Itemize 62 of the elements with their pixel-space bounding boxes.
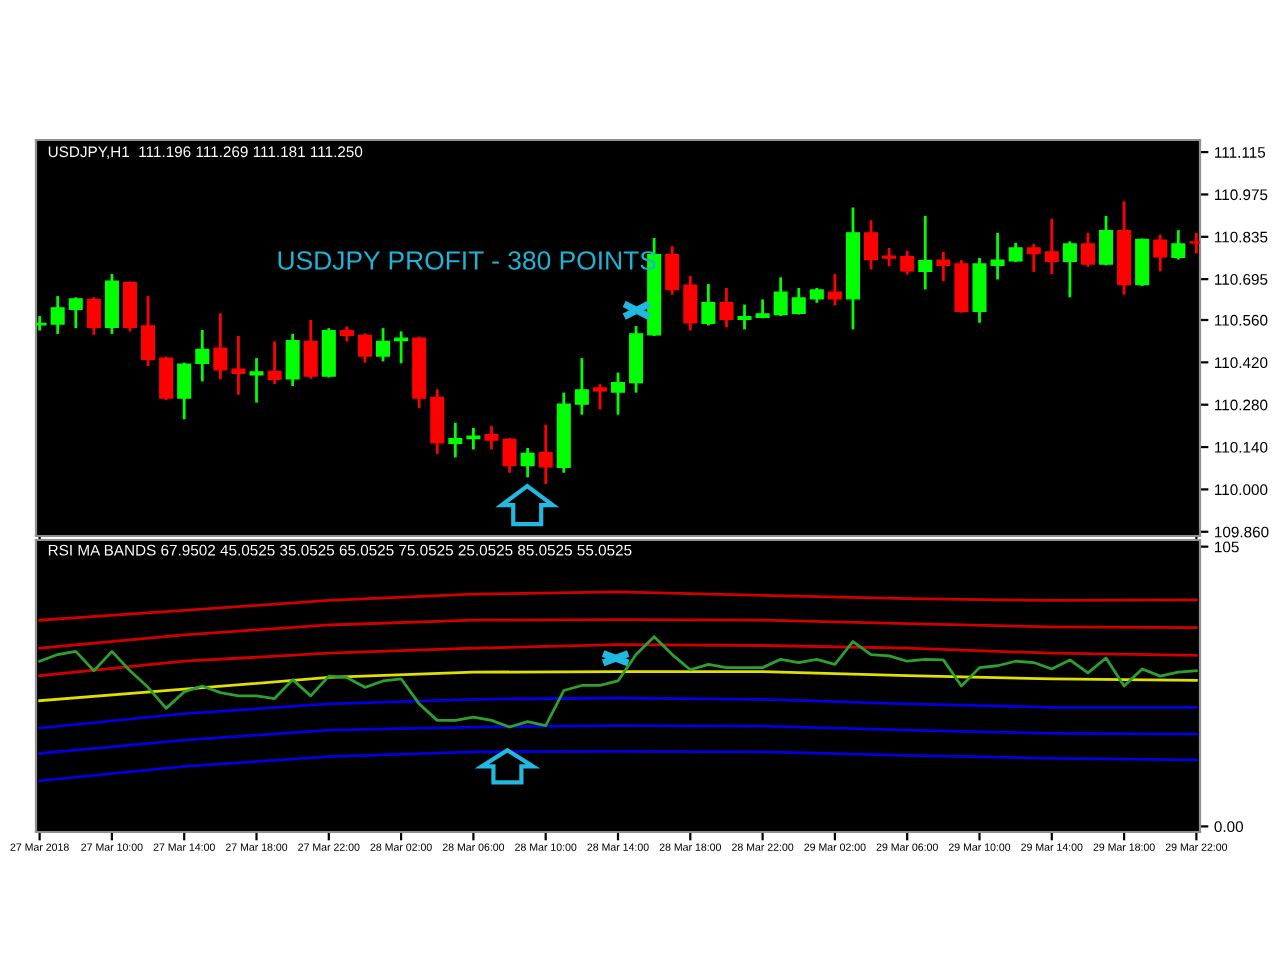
candlestick (1080, 231, 1095, 269)
candlestick (936, 250, 951, 283)
candlestick (610, 371, 626, 417)
line-series (38, 724, 1198, 755)
candlestick (466, 426, 481, 451)
candlestick (683, 274, 698, 332)
candlestick (990, 231, 1005, 281)
candlestick (1135, 237, 1150, 288)
candlestick (827, 272, 842, 307)
candlestick (231, 334, 246, 397)
candlestick (1062, 239, 1077, 299)
line-series (38, 643, 1198, 677)
line-series (38, 749, 1198, 783)
candlestick (267, 340, 282, 386)
candlestick (791, 286, 806, 316)
candlestick (1008, 241, 1023, 264)
candlestick (484, 424, 499, 451)
candlestick (737, 303, 752, 331)
candlestick (303, 318, 318, 381)
candlestick (502, 436, 517, 475)
candlestick (249, 356, 264, 404)
line-series (38, 696, 1198, 730)
candlestick (773, 275, 788, 318)
candlestick (159, 355, 174, 402)
candlestick (701, 282, 716, 327)
candlestick (321, 326, 336, 379)
candlestick (1153, 233, 1168, 273)
candlestick (719, 286, 734, 329)
candlestick (574, 356, 589, 417)
candlestick (592, 382, 607, 411)
candlestick (104, 272, 119, 336)
candlestick (376, 326, 391, 363)
candlestick (1026, 242, 1041, 274)
candlestick (213, 311, 228, 381)
candlestick (864, 218, 879, 271)
line-series (38, 635, 1198, 729)
candlestick (972, 256, 987, 325)
candlestick (357, 331, 372, 365)
line-series (38, 590, 1198, 622)
candlestick (394, 330, 409, 365)
candlestick (1171, 228, 1186, 261)
candlestick (918, 214, 933, 291)
candlestick (520, 446, 535, 479)
candlestick (1098, 214, 1114, 267)
candlestick (882, 246, 897, 268)
candlestick (430, 387, 445, 456)
candlestick (68, 295, 83, 330)
candlestick (1044, 217, 1059, 276)
candlestick (954, 258, 969, 315)
candlestick (177, 361, 192, 421)
candlestick (195, 328, 210, 383)
candlestick (900, 249, 915, 277)
candlestick (50, 294, 65, 336)
candlestick (122, 279, 138, 333)
line-series (38, 670, 1198, 703)
line-series (38, 618, 1198, 650)
candlestick (538, 423, 553, 486)
candlestick (285, 332, 300, 388)
candlestick (86, 295, 101, 337)
candlestick (665, 244, 680, 296)
candlestick (141, 294, 156, 368)
candlestick (448, 421, 463, 459)
